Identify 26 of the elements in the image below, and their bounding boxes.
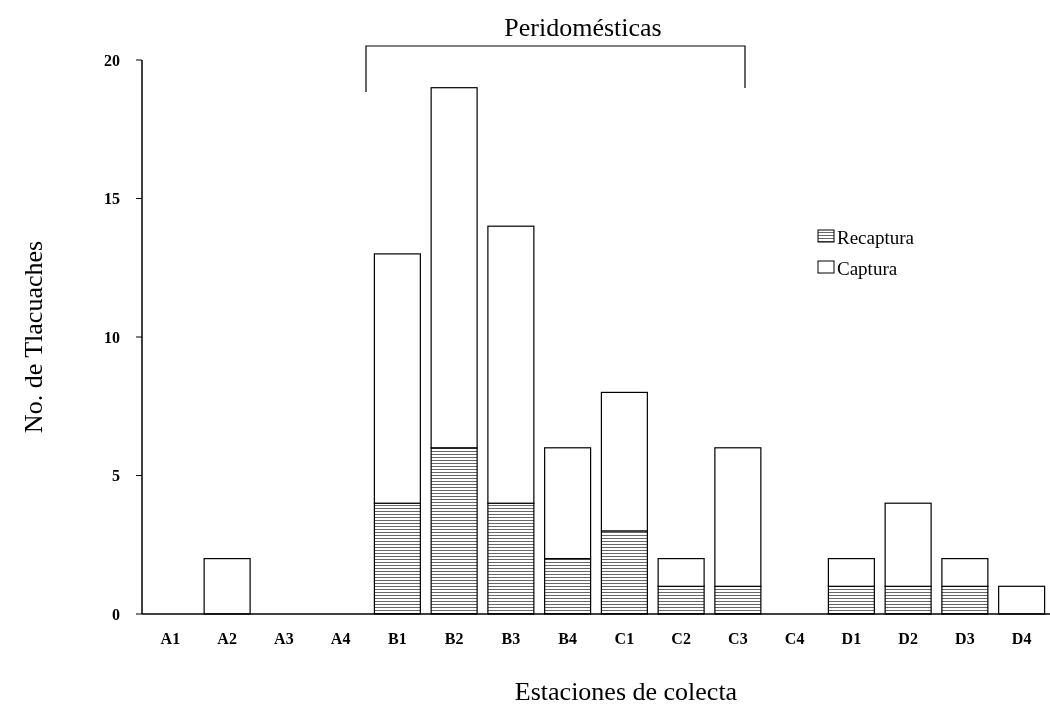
y-tick-label: 15: [104, 190, 120, 208]
x-tick-label: D2: [898, 630, 918, 647]
y-tick-label: 0: [112, 605, 120, 623]
x-tick-label: C1: [614, 630, 635, 647]
x-tick-label: C2: [671, 630, 691, 647]
x-tick-label: A1: [160, 630, 181, 647]
x-tick-label: A4: [330, 630, 351, 647]
x-tick-label: D4: [1011, 630, 1032, 647]
legend-label: Recaptura: [837, 226, 915, 248]
y-tick-label: 10: [104, 328, 120, 346]
x-tick-label: D1: [841, 630, 862, 647]
y-tick-label: 20: [104, 51, 120, 69]
x-tick-label: B2: [444, 630, 464, 647]
x-tick-label: A2: [217, 630, 237, 647]
x-tick-label: B4: [558, 630, 577, 647]
x-tick-label: D3: [955, 630, 975, 647]
y-tick-label: 5: [112, 467, 120, 485]
y-axis-title: No. de Tlacuaches: [19, 240, 48, 434]
x-tick-label: C3: [728, 630, 748, 647]
x-tick-label: B3: [501, 630, 521, 647]
x-tick-label: B1: [388, 630, 407, 647]
legend-label: Captura: [837, 257, 898, 279]
x-tick-label: A3: [274, 630, 294, 647]
text: Peridomésticas: [504, 13, 662, 42]
x-axis-title: Estaciones de colecta: [514, 677, 738, 706]
x-tick-label: C4: [784, 630, 805, 647]
